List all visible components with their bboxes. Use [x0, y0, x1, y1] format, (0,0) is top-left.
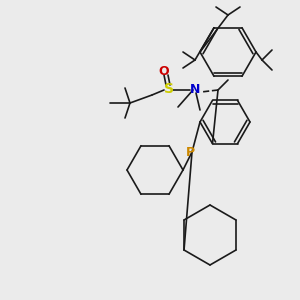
Text: S: S: [164, 82, 174, 96]
Text: P: P: [186, 146, 195, 159]
Text: O: O: [158, 65, 169, 78]
Text: N: N: [190, 83, 200, 96]
